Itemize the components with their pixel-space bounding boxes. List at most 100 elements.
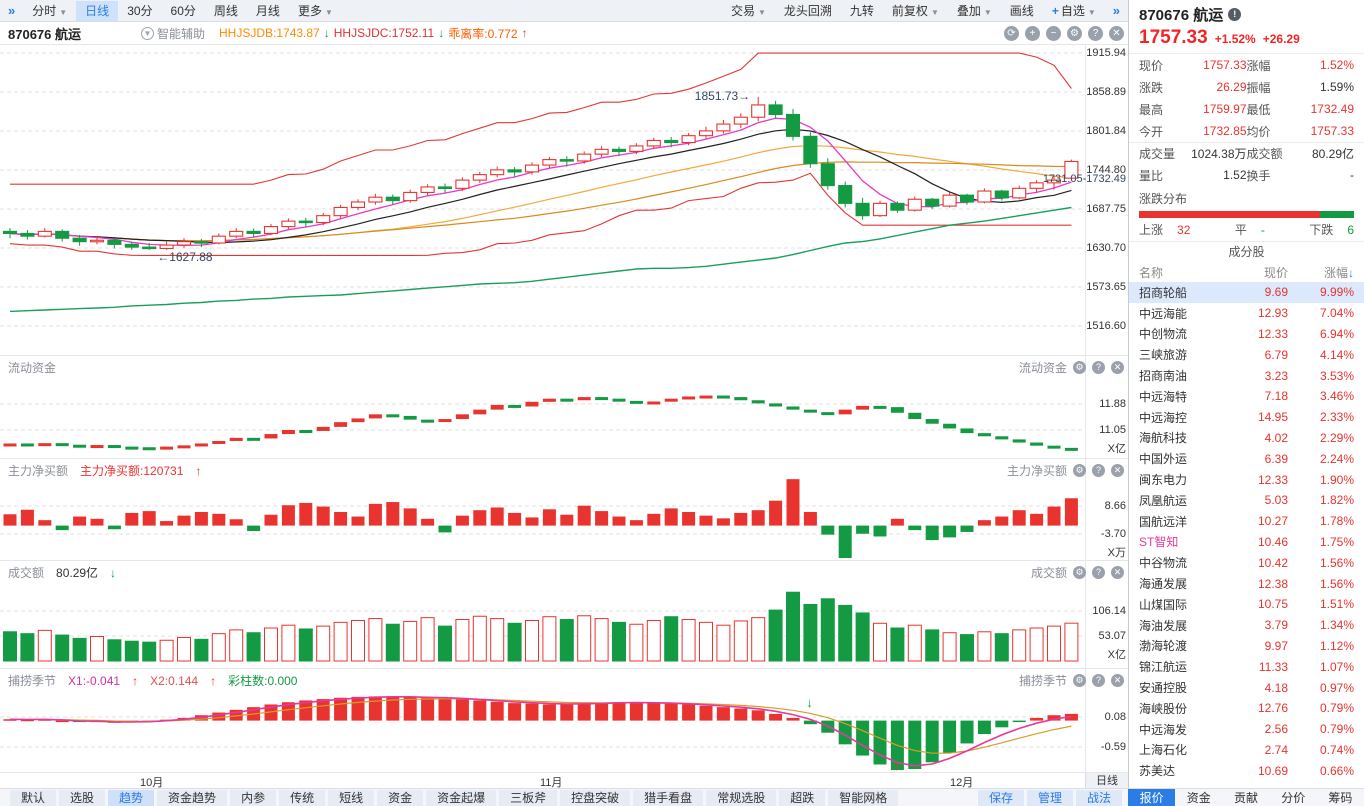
strategy-button-传统[interactable]: 传统: [279, 789, 326, 806]
tab-筹码[interactable]: 筹码: [1328, 790, 1353, 805]
component-row[interactable]: 海通发展 12.38 1.56%: [1129, 573, 1364, 594]
strategy-button-资金[interactable]: 资金: [377, 789, 424, 806]
component-row[interactable]: 中谷物流 10.42 1.56%: [1129, 552, 1364, 573]
strategy-button-默认[interactable]: 默认: [10, 789, 57, 806]
component-row[interactable]: 锦江航运 11.33 1.07%: [1129, 656, 1364, 677]
strategy-button-内参[interactable]: 内参: [230, 789, 277, 806]
component-row[interactable]: 中远海能 12.93 7.04%: [1129, 303, 1364, 324]
tool-button-画线[interactable]: 画线: [1009, 3, 1034, 18]
info-icon[interactable]: !: [1228, 8, 1242, 21]
panel-volume[interactable]: 成交额 80.29亿 ↓ 成交额 ⚙? ✕ 106.14 53.07 X亿: [0, 560, 1128, 668]
tab-贡献[interactable]: 贡献: [1234, 790, 1259, 805]
strategy-button-猎手看盘[interactable]: 猎手看盘: [633, 789, 704, 806]
component-row[interactable]: 招商轮船 9.69 9.99%: [1129, 282, 1364, 303]
candlestick-chart[interactable]: 1851.73→ ←1627.88: [0, 45, 1085, 356]
component-row[interactable]: 招商南油 3.23 3.53%: [1129, 365, 1364, 386]
tab-分价[interactable]: 分价: [1281, 790, 1306, 805]
tab-报价[interactable]: 报价: [1128, 788, 1176, 806]
period-button-60分[interactable]: 60分: [170, 3, 196, 18]
component-row[interactable]: 中远海特 7.18 3.46%: [1129, 386, 1364, 407]
strategy-button-智能网格[interactable]: 智能网格: [828, 789, 899, 806]
component-row[interactable]: ST智知 10.46 1.75%: [1129, 532, 1364, 553]
help-icon[interactable]: ?: [1092, 361, 1105, 374]
stock-change: 2.29%: [1319, 430, 1354, 445]
close-icon[interactable]: ✕: [1111, 674, 1124, 687]
expand-right-icon[interactable]: »: [1112, 3, 1120, 18]
smart-assist-toggle[interactable]: ▼ 智能辅助: [141, 25, 205, 42]
tool-button-叠加[interactable]: 叠加 ▼: [956, 3, 992, 18]
expand-left-icon[interactable]: »: [8, 3, 16, 18]
panel-season[interactable]: ↓ ↑ 捕捞季节 X1:-0.041 ↑ X2:0.144 ↑ 彩柱数:0.000 捕捞季节 ⚙?…: [0, 668, 1128, 773]
period-button-分时[interactable]: 分时 ▼: [32, 3, 68, 18]
component-row[interactable]: 闽东电力 12.33 1.90%: [1129, 469, 1364, 490]
strategy-button-选股[interactable]: 选股: [59, 789, 106, 806]
close-icon[interactable]: ✕: [1111, 566, 1124, 579]
tab-资金[interactable]: 资金: [1186, 790, 1211, 805]
component-row[interactable]: 中创物流 12.33 6.94%: [1129, 324, 1364, 345]
tool-button-九转[interactable]: 九转: [849, 3, 874, 18]
close-icon[interactable]: ✕: [1111, 361, 1124, 374]
panel-flow[interactable]: 流动资金 流动资金 ⚙? ✕ 11.88 11.05 X亿: [0, 355, 1128, 458]
settings-icon[interactable]: ⚙: [1073, 674, 1086, 687]
component-row[interactable]: 三峡旅游 6.79 4.14%: [1129, 344, 1364, 365]
season-chart[interactable]: ↓↑: [0, 669, 1085, 773]
tool-button-龙头回溯[interactable]: 龙头回溯: [783, 3, 832, 18]
tool-button-自选[interactable]: + 自选 ▼: [1051, 3, 1096, 18]
period-button-更多[interactable]: 更多 ▼: [297, 3, 333, 18]
panel-label: 成交额: [8, 566, 45, 580]
panel-netbuy[interactable]: 主力净买额 主力净买额:120731 ↑ 主力净买额 ⚙? ✕ 8.66 -3.70 X万: [0, 458, 1128, 560]
strategy-button-趋势[interactable]: 趋势: [108, 789, 155, 806]
tool-button-前复权[interactable]: 前复权 ▼: [891, 3, 939, 18]
period-tab-daily[interactable]: 日线: [1085, 773, 1128, 789]
strategy-button-常规选股[interactable]: 常规选股: [706, 789, 777, 806]
component-row[interactable]: 苏美达 10.69 0.66%: [1129, 760, 1364, 781]
component-row[interactable]: 海航科技 4.02 2.29%: [1129, 428, 1364, 449]
component-row[interactable]: 安通控股 4.18 0.97%: [1129, 677, 1364, 698]
settings-icon[interactable]: ⚙: [1067, 26, 1082, 41]
component-row[interactable]: 上海石化 2.74 0.74%: [1129, 740, 1364, 761]
strategy-button-三板斧[interactable]: 三板斧: [499, 789, 558, 806]
zoom-out-icon[interactable]: −: [1046, 26, 1061, 41]
strategy-button-资金起爆[interactable]: 资金起爆: [426, 789, 497, 806]
volume-chart[interactable]: [0, 561, 1085, 669]
flow-chart[interactable]: [0, 356, 1085, 459]
component-row[interactable]: 山煤国际 10.75 1.51%: [1129, 594, 1364, 615]
y-axis-tick: -3.70: [1100, 528, 1126, 540]
strategy-button-控盘突破[interactable]: 控盘突破: [560, 789, 631, 806]
button-管理[interactable]: 管理: [1026, 789, 1073, 806]
component-row[interactable]: 中远海控 14.95 2.33%: [1129, 407, 1364, 428]
col-change[interactable]: 涨幅↓: [1323, 265, 1354, 280]
help-icon[interactable]: ?: [1092, 464, 1105, 477]
close-icon[interactable]: ✕: [1111, 464, 1124, 477]
col-name[interactable]: 名称: [1139, 265, 1164, 280]
period-button-30分[interactable]: 30分: [127, 3, 153, 18]
component-row[interactable]: 渤海轮渡 9.97 1.12%: [1129, 636, 1364, 657]
main-candlestick-panel[interactable]: 1851.73→ ←1627.88 1915.94 1858.89 1801.84 17…: [0, 44, 1128, 355]
tool-button-交易[interactable]: 交易 ▼: [730, 3, 766, 18]
strategy-button-资金趋势[interactable]: 资金趋势: [157, 789, 228, 806]
period-button-周线[interactable]: 周线: [213, 3, 238, 18]
help-icon[interactable]: ?: [1092, 674, 1105, 687]
strategy-button-短线[interactable]: 短线: [328, 789, 375, 806]
col-price[interactable]: 现价: [1263, 265, 1288, 280]
help-icon[interactable]: ?: [1088, 26, 1103, 41]
zoom-in-icon[interactable]: +: [1025, 26, 1040, 41]
help-icon[interactable]: ?: [1092, 566, 1105, 579]
component-row[interactable]: 国航远洋 10.27 1.78%: [1129, 511, 1364, 532]
component-row[interactable]: 海峡股份 12.76 0.79%: [1129, 698, 1364, 719]
settings-icon[interactable]: ⚙: [1073, 464, 1086, 477]
button-保存[interactable]: 保存: [977, 789, 1024, 806]
component-row[interactable]: 海油发展 3.79 1.34%: [1129, 615, 1364, 636]
period-button-日线[interactable]: 日线: [76, 0, 119, 21]
netbuy-chart[interactable]: [0, 459, 1085, 561]
settings-icon[interactable]: ⚙: [1073, 566, 1086, 579]
strategy-button-超跌[interactable]: 超跌: [779, 789, 826, 806]
button-战法[interactable]: 战法: [1075, 789, 1122, 806]
period-button-月线[interactable]: 月线: [255, 3, 280, 18]
close-icon[interactable]: ✕: [1109, 26, 1124, 41]
component-row[interactable]: 凤凰航运 5.03 1.82%: [1129, 490, 1364, 511]
component-row[interactable]: 中国外运 6.39 2.24%: [1129, 448, 1364, 469]
component-row[interactable]: 中远海发 2.56 0.79%: [1129, 719, 1364, 740]
refresh-icon[interactable]: ⟳: [1004, 26, 1019, 41]
settings-icon[interactable]: ⚙: [1073, 361, 1086, 374]
